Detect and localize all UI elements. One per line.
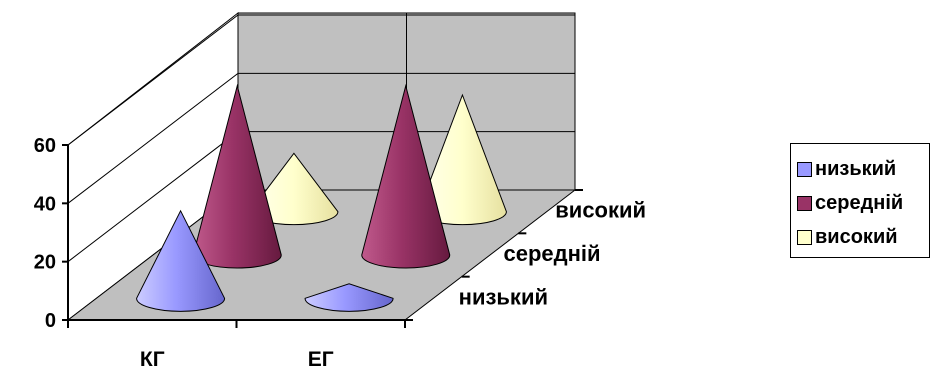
y-tick-label: 20 (34, 252, 56, 274)
legend-item: середній (797, 186, 925, 220)
legend-swatch (797, 229, 812, 245)
legend-item: низький (797, 152, 925, 186)
depth-label: високий (555, 198, 646, 223)
cone-mark (304, 283, 394, 312)
y-tick-label: 0 (45, 310, 56, 332)
y-tick-label: 60 (34, 135, 56, 157)
cone-mark (136, 209, 226, 312)
legend-swatch (797, 161, 812, 177)
depth-label: середній (503, 241, 600, 266)
category-label: ЕГ (308, 348, 334, 371)
y-axis-ticks: 0 20 40 60 (34, 135, 68, 332)
legend-label: середній (815, 191, 904, 214)
depth-axis-labels: низький середній високий (459, 198, 646, 310)
cone-1-1 (361, 83, 451, 269)
cone-0-1 (304, 283, 394, 312)
axes (67, 145, 583, 328)
legend-swatch (797, 195, 812, 211)
x-axis-categories: КГ ЕГ (140, 348, 334, 371)
legend-item: високий (797, 220, 925, 254)
cone-mark (361, 83, 451, 269)
cones (136, 83, 507, 312)
gridline (67, 14, 575, 146)
y-tick-label: 40 (34, 193, 56, 215)
legend: низький середній високий (790, 143, 930, 258)
legend-label: високий (815, 225, 898, 248)
gridline (67, 72, 575, 204)
category-label: КГ (140, 348, 165, 371)
cone-0-0 (136, 209, 226, 312)
depth-label: низький (459, 284, 548, 309)
legend-label: низький (815, 157, 897, 180)
